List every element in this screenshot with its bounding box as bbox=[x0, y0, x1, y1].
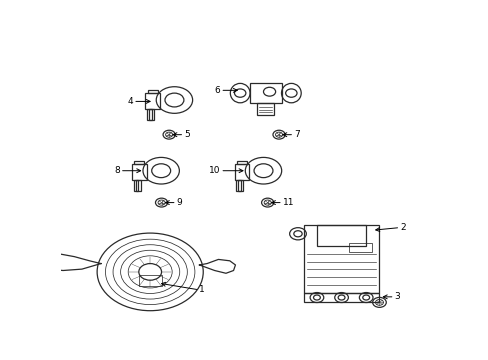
Text: 3: 3 bbox=[394, 292, 400, 301]
Bar bbox=[316, 225, 366, 246]
Bar bbox=[348, 243, 371, 252]
Text: 9: 9 bbox=[176, 198, 182, 207]
Bar bbox=[136, 180, 140, 191]
Text: 2: 2 bbox=[400, 223, 405, 232]
Bar bbox=[249, 83, 281, 103]
Bar bbox=[236, 161, 246, 164]
Text: 1: 1 bbox=[199, 285, 205, 294]
Bar bbox=[139, 275, 161, 286]
Bar bbox=[234, 164, 248, 180]
Bar bbox=[236, 180, 240, 191]
Text: 8: 8 bbox=[114, 166, 120, 175]
Bar bbox=[145, 93, 160, 109]
Bar bbox=[238, 180, 243, 191]
Bar bbox=[147, 90, 158, 93]
Text: 7: 7 bbox=[294, 130, 299, 139]
Text: 6: 6 bbox=[214, 86, 220, 95]
Text: 5: 5 bbox=[184, 130, 190, 139]
Text: 10: 10 bbox=[208, 166, 220, 175]
Bar bbox=[134, 161, 144, 164]
Bar bbox=[303, 225, 379, 293]
Bar bbox=[149, 109, 154, 120]
Bar bbox=[257, 103, 274, 114]
Text: 11: 11 bbox=[282, 198, 294, 207]
Bar bbox=[147, 109, 151, 120]
Bar bbox=[133, 180, 138, 191]
Bar bbox=[303, 293, 379, 302]
Text: 4: 4 bbox=[127, 97, 133, 106]
Bar bbox=[132, 164, 146, 180]
